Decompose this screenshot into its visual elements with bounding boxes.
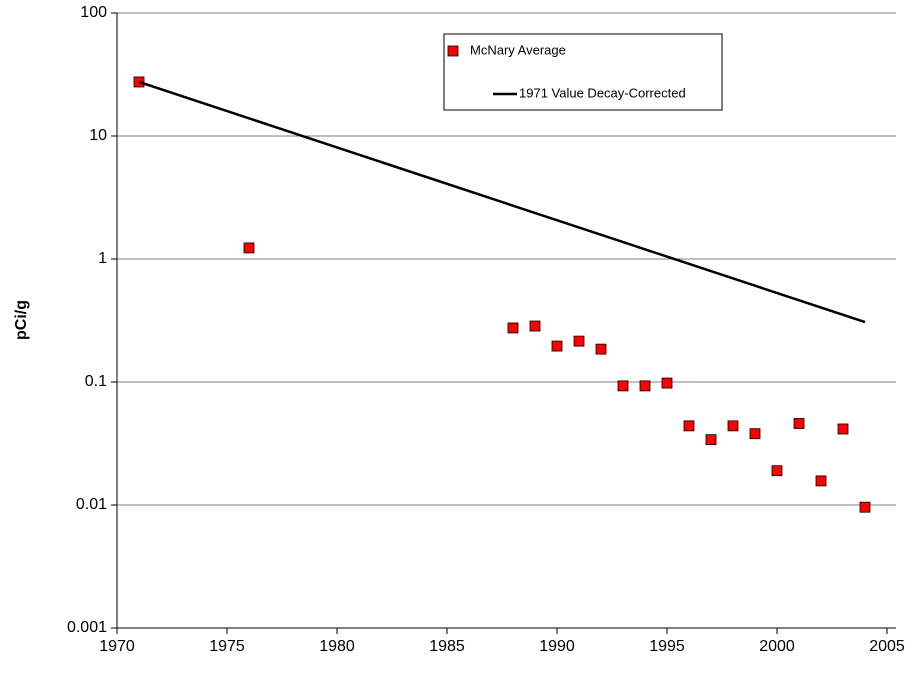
- x-tick-label: 1975: [209, 638, 245, 655]
- x-tick-label: 2005: [869, 638, 905, 655]
- y-tick-label: 0.001: [67, 619, 107, 636]
- x-tick-label: 2000: [759, 638, 795, 655]
- y-tick-label: 100: [80, 4, 107, 21]
- legend-box: [443, 33, 723, 111]
- data-point: [595, 343, 607, 355]
- data-point: [683, 420, 695, 432]
- y-tick-label: 10: [89, 127, 107, 144]
- legend-label: 1971 Value Decay-Corrected: [519, 85, 686, 100]
- data-point: [639, 380, 651, 392]
- data-line: [138, 80, 866, 324]
- data-point: [727, 420, 739, 432]
- y-tick-label: 0.01: [76, 496, 107, 513]
- data-point: [617, 380, 629, 392]
- data-point: [573, 335, 585, 347]
- data-point: [749, 428, 761, 440]
- x-tick-label: 1990: [539, 638, 575, 655]
- data-point: [243, 242, 255, 254]
- x-tick-label: 1970: [99, 638, 135, 655]
- data-point: [859, 501, 871, 513]
- y-axis-label: pCi/g: [13, 300, 30, 340]
- x-tick-label: 1985: [429, 638, 465, 655]
- y-tick-label: 1: [98, 250, 107, 267]
- data-point: [771, 465, 783, 477]
- data-point: [529, 320, 541, 332]
- data-point: [551, 340, 563, 352]
- legend-marker: [447, 45, 459, 57]
- y-tick-label: 0.1: [85, 373, 107, 390]
- data-point: [705, 434, 717, 446]
- x-tick-label: 1995: [649, 638, 685, 655]
- legend-label: McNary Average: [470, 42, 566, 57]
- data-point: [661, 377, 673, 389]
- data-point: [837, 423, 849, 435]
- data-point: [793, 418, 805, 429]
- x-tick-label: 1980: [319, 638, 355, 655]
- data-point: [507, 322, 519, 334]
- data-point: [815, 475, 827, 487]
